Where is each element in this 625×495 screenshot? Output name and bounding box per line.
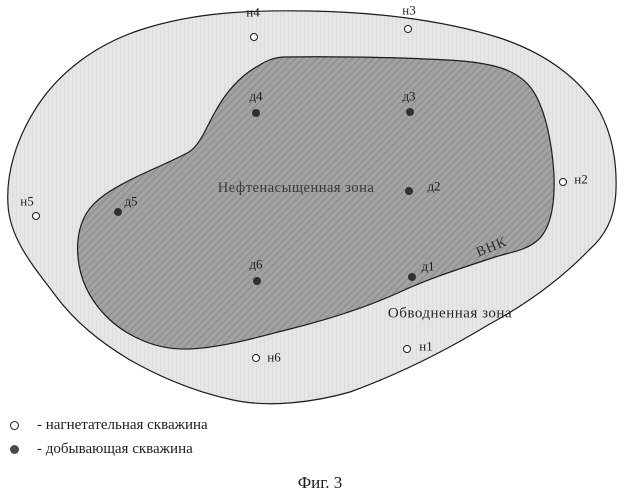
watered-zone-label: Обводненная зона <box>387 305 513 322</box>
well-marker-д2 <box>405 187 413 195</box>
inner-zone-shape <box>77 56 555 350</box>
well-marker-н6 <box>252 354 260 362</box>
well-label-д4: д4 <box>249 88 263 104</box>
well-label-н4: н4 <box>246 4 260 20</box>
well-marker-д6 <box>253 277 261 285</box>
figure-caption: Фиг. 3 <box>297 473 343 492</box>
well-label-д6: д6 <box>249 256 263 272</box>
well-label-д2: д2 <box>427 178 441 194</box>
oil-zone-label: Нефтенасыщенная зона <box>217 179 375 196</box>
legend-item-injection: - нагнетательная скважина <box>10 417 208 433</box>
well-marker-д5 <box>114 208 122 216</box>
well-label-н5: н5 <box>20 193 34 209</box>
production-well-icon <box>10 444 19 454</box>
injection-well-icon <box>10 420 19 430</box>
well-marker-д1 <box>408 273 416 281</box>
well-marker-д3 <box>406 108 414 116</box>
well-marker-н1 <box>403 345 411 353</box>
well-label-д1: д1 <box>421 258 435 274</box>
well-label-н2: н2 <box>574 171 588 187</box>
legend-item-label: - нагнетательная скважина <box>37 416 208 433</box>
well-marker-н4 <box>250 33 258 41</box>
well-label-д5: д5 <box>124 193 138 209</box>
well-label-н1: н1 <box>419 338 433 354</box>
well-label-д3: д3 <box>402 88 416 104</box>
legend-item-production: - добывающая скважина <box>10 441 208 457</box>
well-marker-н2 <box>559 178 567 186</box>
legend-item-label: - добывающая скважина <box>37 440 193 457</box>
well-label-н3: н3 <box>402 2 416 18</box>
well-marker-д4 <box>252 109 260 117</box>
well-label-н6: н6 <box>267 349 281 365</box>
well-marker-н3 <box>404 25 412 33</box>
legend: - нагнетательная скважина - добывающая с… <box>10 417 208 465</box>
well-marker-н5 <box>32 212 40 220</box>
